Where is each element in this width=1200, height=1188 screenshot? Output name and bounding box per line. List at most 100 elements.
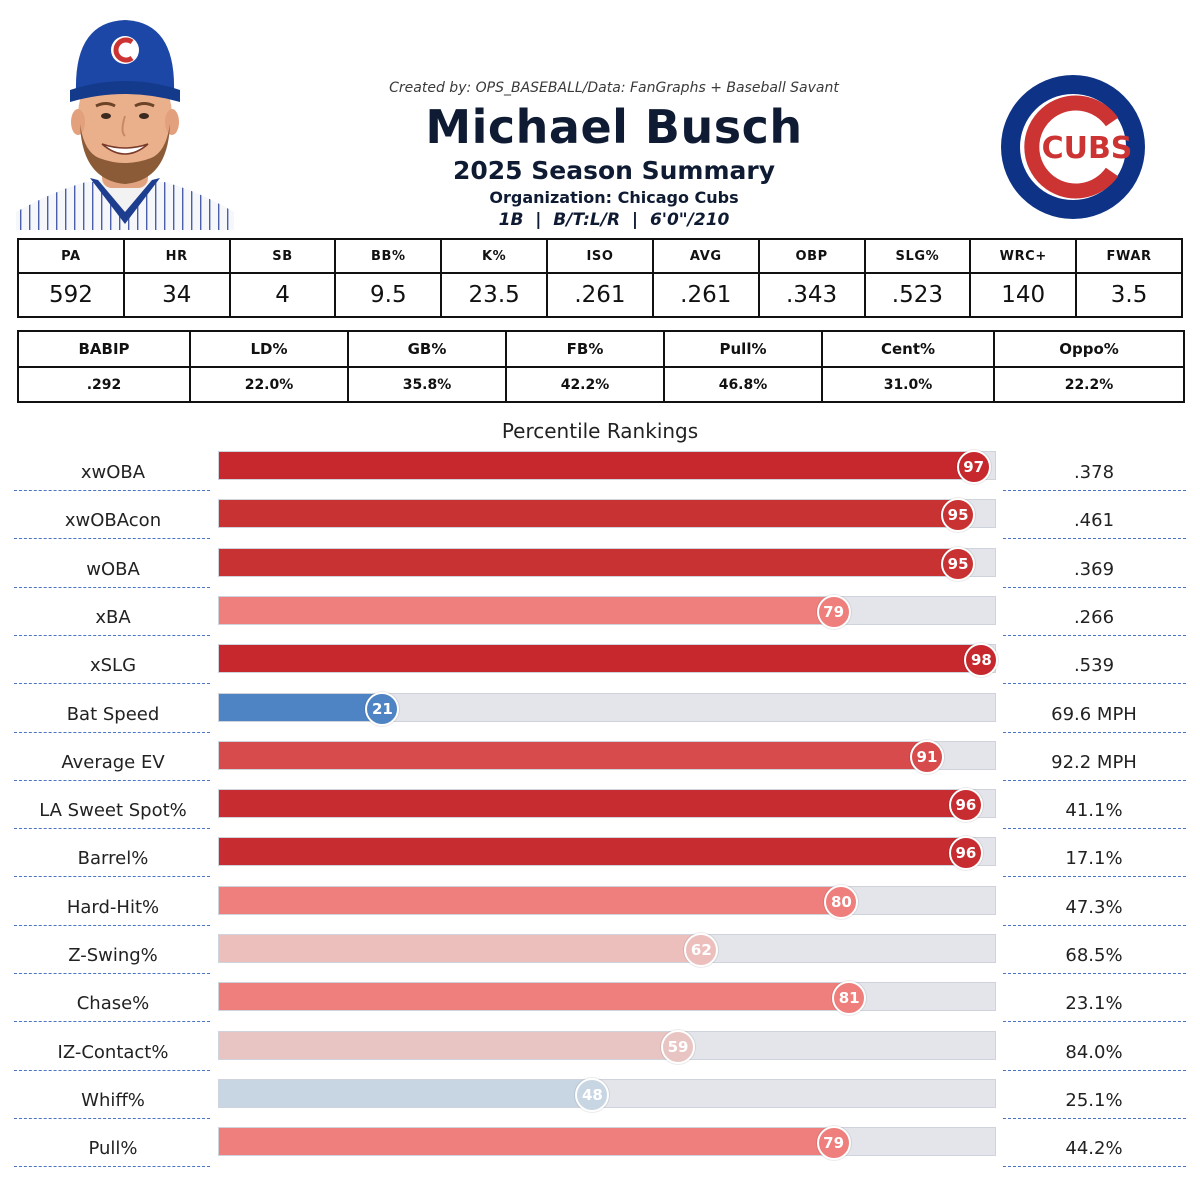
row-divider-left [14,1117,210,1119]
row-divider-left [14,538,210,540]
metric-value: .266 [1073,606,1115,628]
percentile-track: 96 [218,836,996,871]
metric-value: 92.2 MPH [1051,751,1137,773]
row-divider-left [14,634,210,636]
percentile-badge: 96 [948,788,983,823]
percentile-badge: 62 [684,933,719,967]
batted-ball-value-4: 46.8% [663,366,823,403]
player-bio: 1B | B/T:L/R | 6'0"/210 [498,210,730,230]
percentile-bar [219,693,383,721]
percentile-row: xwOBAcon 95 .461 [0,498,1200,546]
metric-value: 69.6 MPH [1051,703,1137,725]
percentile-row: Bat Speed 21 69.6 MPH [0,691,1200,740]
metric-label: Hard-Hit% [66,896,160,918]
percentile-bar [219,1079,593,1107]
stat-value-7: .343 [757,272,866,318]
row-divider-right [1003,1069,1186,1071]
batted-ball-header-4: Pull% [663,330,823,368]
metric-label: Chase% [76,993,150,1015]
row-divider-right [1003,779,1186,781]
metric-label: Pull% [88,1138,138,1160]
percentile-bar [219,645,982,673]
percentile-row: LA Sweet Spot% 96 41.1% [0,788,1200,836]
percentile-badge: 98 [964,643,999,678]
row-divider-left [14,828,210,830]
percentile-track: 98 [218,643,999,678]
percentile-track: 95 [218,546,996,581]
percentile-bar [219,500,959,528]
metric-value: .539 [1073,655,1115,677]
metric-label: xSLG [89,655,137,677]
percentile-badge: 59 [661,1029,696,1064]
stat-value-9: 140 [969,272,1078,318]
percentile-badge: 48 [575,1077,610,1112]
percentile-badge: 95 [941,546,976,581]
row-divider-right [1003,683,1186,685]
metric-label: Average EV [61,751,165,773]
stat-value-0: 592 [17,272,125,318]
batted-ball-value-1: 22.0% [189,366,349,403]
cubs-logo: CUBS [1000,74,1146,220]
batted-ball-value-5: 31.0% [821,366,995,403]
stat-header-6: AVG [651,238,760,274]
player-headshot [16,12,234,230]
batted-ball-header-6: Oppo% [993,330,1185,368]
chart-title: Percentile Rankings [501,419,699,443]
stat-value-5: .261 [546,272,654,318]
batted-ball-header-5: Cent% [821,330,995,368]
row-divider-left [14,1069,210,1071]
stat-value-10: 3.5 [1075,272,1183,318]
organization: Organization: Chicago Cubs [489,188,739,207]
row-divider-left [14,876,210,878]
row-divider-right [1003,634,1186,636]
metric-value: .369 [1073,558,1115,580]
percentile-row: Pull% 79 44.2% [0,1126,1200,1174]
batted-ball-value-3: 42.2% [505,366,665,403]
row-divider-right [1003,538,1186,540]
percentile-badge: 95 [941,498,976,533]
percentile-row: xSLG 98 .539 [0,643,1200,691]
row-divider-left [14,1166,210,1168]
batted-ball-table: BABIP LD% GB% FB% Pull% Cent% Oppo% .292 22.0% 3… [17,330,1185,403]
metric-label: xwOBA [80,462,146,483]
percentile-row: Z-Swing% 62 68.5% [0,933,1200,981]
stat-value-6: .261 [651,272,760,318]
percentile-track: 21 [218,691,996,726]
metric-value: 41.1% [1065,800,1123,822]
percentile-badge: 21 [365,691,400,726]
stat-header-10: FWAR [1075,238,1183,274]
stat-header-7: OBP [757,238,866,274]
stat-header-2: SB [228,238,337,274]
metric-label: Barrel% [77,848,149,870]
metric-value: .378 [1073,462,1115,483]
percentile-track: 97 [218,450,996,484]
percentile-bar [219,596,834,624]
percentile-bar [219,1031,679,1059]
percentile-badge: 97 [956,450,991,484]
row-divider-left [14,1021,210,1023]
percentile-track: 96 [218,788,996,823]
metric-label: xBA [95,606,131,628]
percentile-bar [219,452,974,479]
row-divider-right [1003,586,1186,588]
row-divider-left [14,490,210,491]
percentile-track: 79 [218,1126,996,1161]
row-divider-right [1003,490,1186,491]
credit-line: Created by: OPS_BASEBALL/Data: FanGraphs… [389,80,839,96]
percentile-track: 62 [218,933,996,967]
stat-value-3: 9.5 [334,272,443,318]
row-divider-right [1003,828,1186,830]
batted-ball-header-3: FB% [505,330,665,368]
percentile-track: 81 [218,981,996,1016]
metric-label: wOBA [86,558,140,580]
percentile-row: wOBA 95 .369 [0,546,1200,595]
metric-value: 84.0% [1065,1041,1123,1063]
percentile-bar [219,838,966,866]
stat-header-4: K% [440,238,549,274]
percentile-track: 59 [218,1029,996,1064]
metric-value: 47.3% [1065,896,1123,918]
metric-value: 25.1% [1065,1089,1123,1111]
row-divider-left [14,586,210,588]
stat-value-1: 34 [122,272,231,318]
percentile-row: Barrel% 96 17.1% [0,836,1200,884]
